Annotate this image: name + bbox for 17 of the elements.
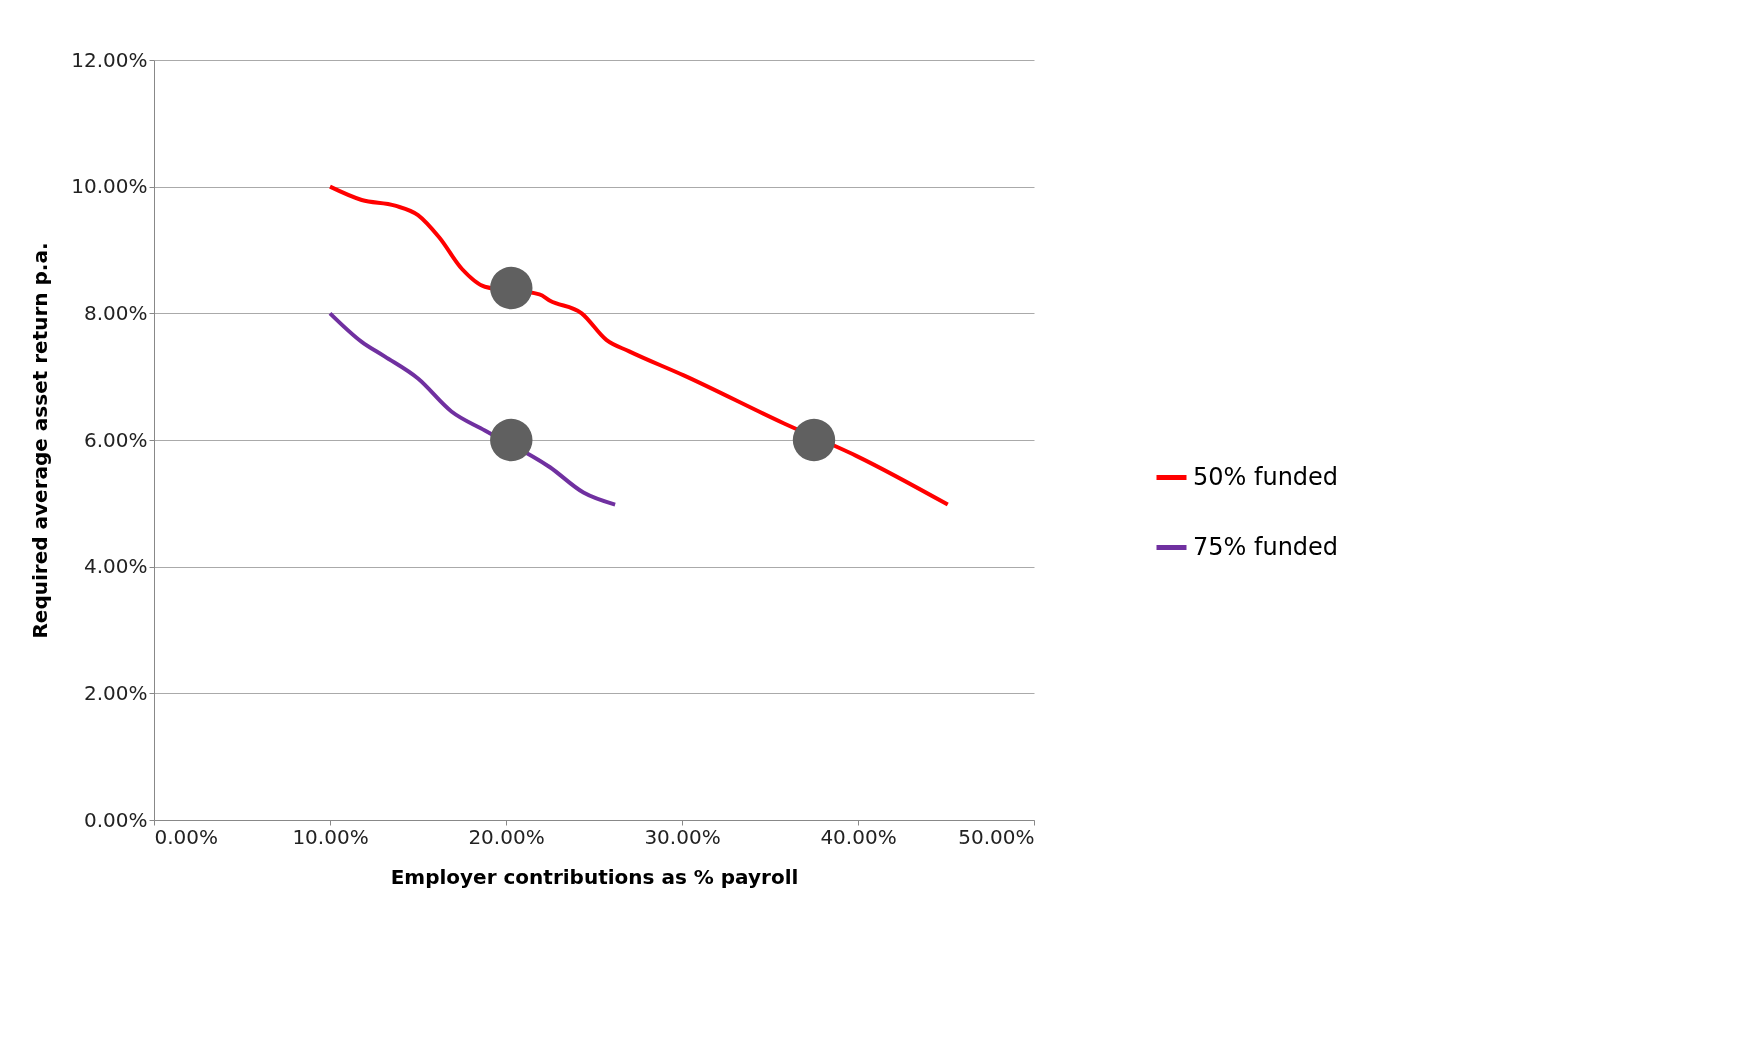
y-tick-label: 2.00% (83, 680, 148, 705)
y-tick-label: 4.00% (83, 554, 148, 579)
y-tick-label: 0.00% (83, 807, 148, 832)
x-tick-label: 20.00% (468, 824, 545, 849)
x-tick-label: 50.00% (958, 824, 1035, 849)
legend-label: 75% funded (1193, 532, 1339, 561)
x-tick-label: 30.00% (644, 824, 721, 849)
legend-label: 50% funded (1193, 462, 1339, 491)
y-tick-label: 12.00% (71, 47, 148, 72)
x-tick-label: 40.00% (820, 824, 897, 849)
x-tick-label: 10.00% (292, 824, 369, 849)
x-axis-title: Employer contributions as % payroll (390, 864, 799, 889)
y-axis-title: Required average asset return p.a. (28, 242, 53, 639)
y-tick-label: 10.00% (71, 174, 148, 199)
y-tick-label: 6.00% (83, 427, 148, 452)
y-tick-label: 8.00% (83, 300, 148, 325)
x-tick-label: 0.00% (154, 824, 219, 849)
